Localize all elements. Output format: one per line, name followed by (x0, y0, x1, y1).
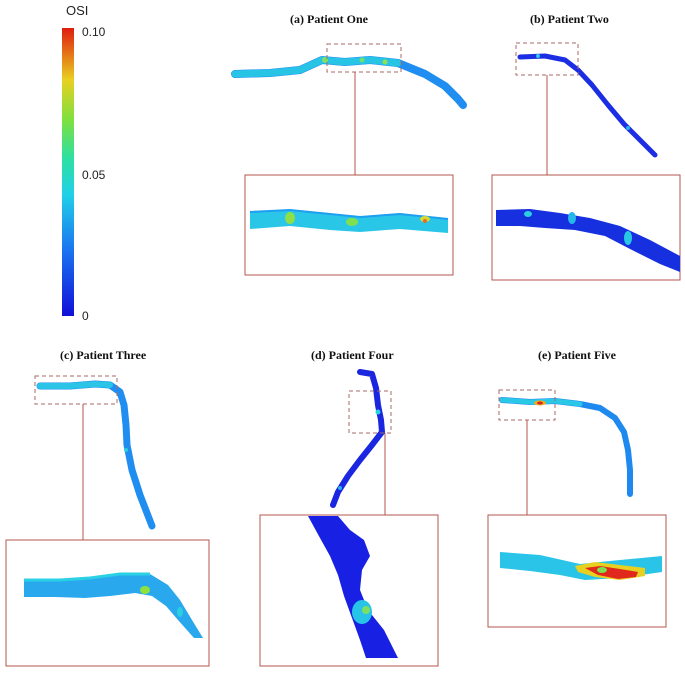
colorbar-tick-top: 0.10 (82, 25, 106, 39)
panel-c-zoom-vessel (24, 572, 203, 638)
panel-c-title: (c) Patient Three (60, 348, 147, 362)
panel-c-roi-box (34, 375, 118, 405)
panel-b-vessel (517, 53, 658, 158)
panel-e-vessel (499, 397, 633, 497)
panel-e-zoom-vessel (500, 552, 662, 580)
panel-b-title: (b) Patient Two (530, 12, 609, 26)
panel-a-title: (a) Patient One (290, 12, 368, 26)
colorbar (62, 28, 74, 316)
panel-d-vessel (330, 369, 385, 508)
panel-c-vessel (36, 380, 156, 530)
panel-d-title: (d) Patient Four (311, 348, 394, 362)
panel-a-zoom-vessel (249, 208, 449, 233)
panel-e-roi-box (498, 389, 556, 421)
panel-d-zoom-vessel (308, 516, 398, 658)
colorbar-tick-bottom: 0 (82, 309, 89, 323)
panel-e-title: (e) Patient Five (538, 348, 616, 362)
panel-b-zoom-vessel (496, 209, 680, 272)
panel-a-roi-box (326, 43, 402, 73)
panel-d-roi-box (348, 390, 392, 434)
panel-a-vessel (231, 56, 467, 109)
panel-b-roi-box (515, 42, 579, 76)
colorbar-tick-mid: 0.05 (82, 168, 106, 182)
colorbar-title: OSI (66, 3, 89, 18)
